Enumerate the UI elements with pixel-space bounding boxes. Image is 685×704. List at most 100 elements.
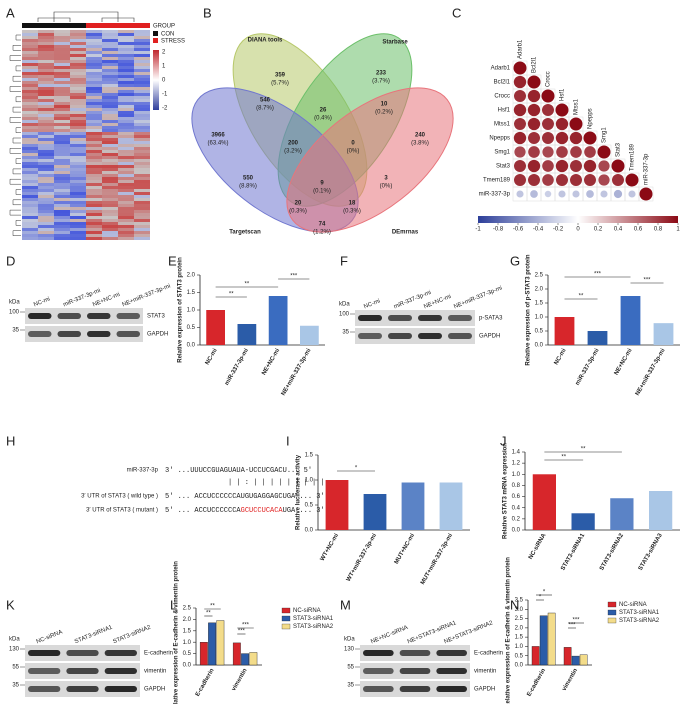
heat-cell [134, 120, 150, 123]
panel-label: B [203, 5, 212, 20]
set-label: Starbase [382, 40, 408, 46]
heat-cell [102, 84, 118, 87]
mut-name: 3′ UTR of STAT3 ( mutant ) [86, 508, 158, 514]
y-tick-label: 1.5 [187, 290, 196, 296]
bar [237, 324, 257, 345]
heat-cell [22, 192, 38, 195]
heat-cell [118, 54, 134, 57]
heat-cell [22, 72, 38, 75]
heat-cell [70, 168, 86, 171]
heat-cell [54, 120, 70, 123]
heat-cell [38, 207, 54, 210]
heat-cell [54, 78, 70, 81]
heat-cell [22, 99, 38, 102]
heat-cell [102, 132, 118, 135]
heat-cell [134, 159, 150, 162]
heat-cell [134, 219, 150, 222]
scale-label: 0 [576, 227, 580, 233]
row-label: miR-337-3p [479, 192, 511, 198]
heat-cell [38, 105, 54, 108]
corr-circle [542, 132, 554, 144]
heat-cell [22, 111, 38, 114]
heat-cell [22, 138, 38, 141]
heat-cell [134, 54, 150, 57]
panel-label: A [6, 5, 15, 20]
heat-cell [102, 135, 118, 138]
heat-cell [38, 60, 54, 63]
legend-label: CON [161, 32, 174, 38]
heat-cell [86, 84, 102, 87]
y-tick-label: 0.6 [512, 494, 521, 500]
lane-label: NE+miR-337-3p-mi [453, 285, 503, 310]
heat-cell [22, 75, 38, 78]
heat-cell [134, 39, 150, 42]
heat-cell [118, 210, 134, 213]
heat-cell [70, 114, 86, 117]
marker-label: 55 [12, 665, 19, 671]
heat-cell [70, 33, 86, 36]
y-tick-label: 0.5 [187, 325, 196, 331]
heat-cell [38, 135, 54, 138]
heat-cell [70, 72, 86, 75]
heat-cell [70, 234, 86, 237]
heat-cell [86, 114, 102, 117]
heat-cell [38, 132, 54, 135]
heat-cell [54, 33, 70, 36]
heat-cell [70, 213, 86, 216]
heat-cell [22, 30, 38, 33]
heat-cell [118, 57, 134, 60]
heat-cell [38, 87, 54, 90]
corr-circle [527, 75, 541, 89]
corr-circle [584, 174, 596, 186]
heat-cell [54, 75, 70, 78]
heat-cell [102, 168, 118, 171]
heat-cell [134, 138, 150, 141]
col-label: Hsf1 [560, 88, 566, 101]
bar [232, 642, 241, 666]
protein-label: STAT3 [147, 314, 165, 320]
y-tick-label: 2.0 [515, 625, 524, 631]
heat-cell [22, 213, 38, 216]
heat-cell [86, 207, 102, 210]
bar [300, 325, 319, 345]
heat-cell [54, 153, 70, 156]
heat-cell [102, 60, 118, 63]
heat-cell [134, 141, 150, 144]
heat-cell [134, 186, 150, 189]
band [399, 668, 431, 674]
heat-cell [102, 96, 118, 99]
heat-cell [38, 81, 54, 84]
heat-cell [70, 102, 86, 105]
heat-cell [22, 147, 38, 150]
heat-cell [102, 147, 118, 150]
heat-cell [22, 225, 38, 228]
scale-label: 1 [676, 227, 680, 233]
x-tick-label: NC-mi [205, 348, 219, 367]
heat-cell [118, 111, 134, 114]
heat-cell [22, 237, 38, 240]
x-tick-label: E-cadherin [526, 668, 547, 698]
heat-cell [86, 189, 102, 192]
heat-cell [54, 117, 70, 120]
marker-label: 35 [342, 330, 349, 336]
heat-cell [102, 33, 118, 36]
heat-cell [54, 198, 70, 201]
x-tick-label: vimentin [231, 667, 249, 692]
band [28, 313, 52, 319]
heat-cell [86, 33, 102, 36]
heat-cell [118, 195, 134, 198]
heat-cell [134, 105, 150, 108]
heat-cell [86, 171, 102, 174]
heat-cell [38, 204, 54, 207]
heat-cell [118, 141, 134, 144]
heat-cell [38, 93, 54, 96]
heat-cell [22, 126, 38, 129]
heat-cell [86, 186, 102, 189]
heat-cell [86, 30, 102, 33]
heat-cell [22, 45, 38, 48]
heat-cell [54, 234, 70, 237]
heat-cell [102, 186, 118, 189]
heat-cell [102, 141, 118, 144]
bar [241, 653, 250, 666]
heat-cell [134, 135, 150, 138]
